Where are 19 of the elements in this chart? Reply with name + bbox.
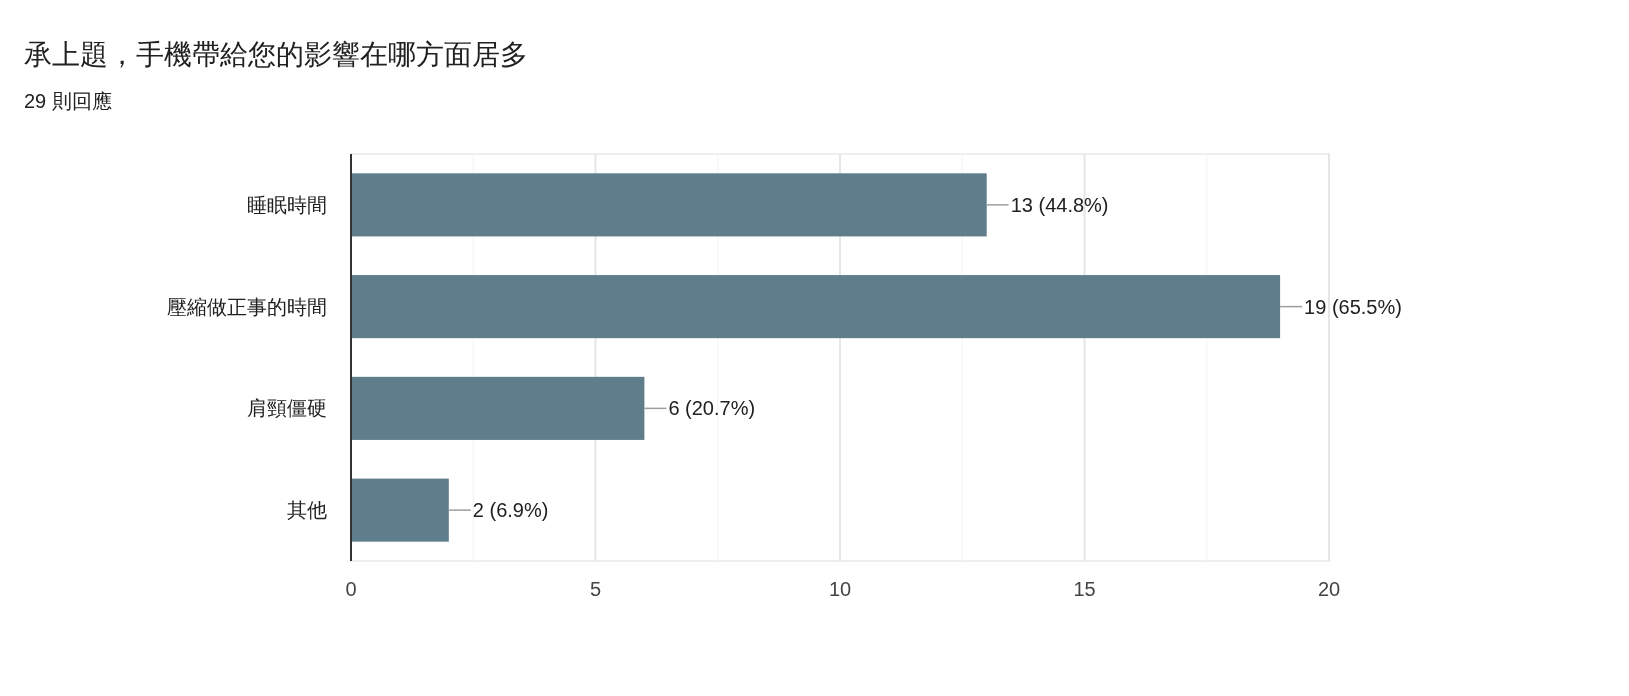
data-label: 6 (20.7%) [668, 397, 756, 420]
data-label: 13 (44.8%) [1010, 193, 1109, 216]
y-tick-label: 其他 [287, 499, 327, 522]
x-tick-label: 10 [828, 578, 852, 600]
y-tick-label: 肩頸僵硬 [247, 397, 327, 420]
data-label: 2 (6.9%) [472, 499, 549, 522]
bar [351, 173, 987, 237]
chart-title: 承上題，手機帶給您的影響在哪方面居多 [24, 39, 528, 70]
bar [351, 478, 449, 542]
y-tick-label: 壓縮做正事的時間 [167, 295, 327, 318]
x-tick-label: 0 [345, 578, 357, 600]
bar [351, 275, 1281, 339]
x-tick-label: 15 [1073, 578, 1096, 600]
text: 29 則回應 [24, 90, 112, 112]
bar [351, 376, 645, 440]
x-tick-label: 20 [1317, 578, 1341, 600]
data-label: 19 (65.5%) [1304, 295, 1402, 318]
x-tick-label: 5 [589, 578, 602, 600]
y-tick-label: 睡眠時間 [247, 193, 327, 216]
